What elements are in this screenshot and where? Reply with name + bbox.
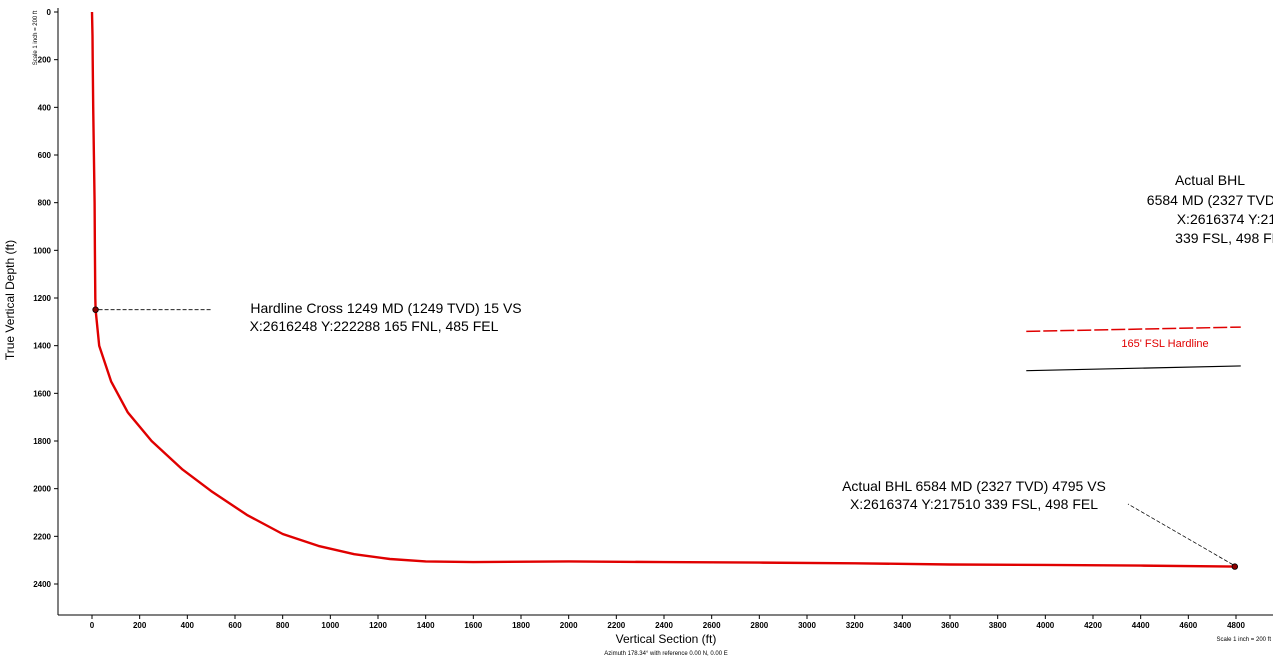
y-tick-label: 1200 [33,294,51,303]
x-tick-label: 1800 [512,621,530,630]
well-marker [92,306,99,313]
x-tick-label: 4800 [1227,621,1245,630]
y-tick-label: 2200 [33,532,51,541]
scale-label-bottom: Scale 1 inch = 200 ft [1216,637,1271,643]
x-tick-label: 3200 [846,621,864,630]
actual-bhl-block: Actual BHL 6584 MD (2327 TVD) 4795 VS X:… [1147,172,1273,246]
x-tick-label: 400 [181,621,195,630]
y-tick-label: 2000 [33,485,51,494]
x-tick-label: 200 [133,621,147,630]
y-tick-label: 200 [38,56,52,65]
x-tick-label: 600 [228,621,242,630]
x-tick-label: 2600 [703,621,721,630]
y-tick-label: 0 [47,8,52,17]
bhl-block-line3: X:2616374 Y:217510 [1177,211,1273,227]
hardline-cross-line1: Hardline Cross 1249 MD (1249 TVD) 15 VS [250,300,521,316]
chart-subtitle: Azimuth 178.34° with reference 0.00 N, 0… [604,651,727,657]
y-tick-label: 2400 [33,580,51,589]
y-tick-label: 1000 [33,246,51,255]
x-tick-label: 3600 [941,621,959,630]
y-tick-label: 1800 [33,437,51,446]
x-tick-label: 2800 [750,621,768,630]
annotation-leaders [98,309,1234,565]
series [90,11,1235,568]
x-tick-label: 800 [276,621,290,630]
x-tick-label: 4000 [1036,621,1054,630]
bhl-block-line4: 339 FSL, 498 FEL [1175,230,1273,246]
x-tick-label: 1400 [417,621,435,630]
actual-bhl-line2: X:2616374 Y:217510 339 FSL, 498 FEL [850,496,1098,512]
ticks: 0 200 400 600 800 1000 1200 1400 1600 1800 2000 220… [33,8,1245,630]
axes [57,8,1273,616]
x-tick-label: 4600 [1179,621,1197,630]
hardline-cross-annotation: Hardline Cross 1249 MD (1249 TVD) 15 VS … [250,300,522,334]
x-tick-label: 3800 [989,621,1007,630]
x-tick-label: 3400 [893,621,911,630]
x-tick-label: 0 [90,621,95,630]
x-tick-label: 1200 [369,621,387,630]
hardline-lines [1026,326,1241,372]
y-tick-label: 400 [38,103,52,112]
bhl-block-line2: 6584 MD (2327 TVD) 4795 VS [1147,192,1273,208]
hardline-label: 165' FSL Hardline [1121,338,1208,350]
x-tick-label: 3000 [798,621,816,630]
x-tick-label: 4200 [1084,621,1102,630]
actual-bhl-annotation: Actual BHL 6584 MD (2327 TVD) 4795 VS X:… [842,478,1106,512]
x-tick-label: 2000 [560,621,578,630]
x-tick-label: 1000 [321,621,339,630]
x-tick-label: 2400 [655,621,673,630]
y-tick-label: 1400 [33,342,51,351]
wellbore-path [90,11,1235,568]
lease-boundary-line [1026,365,1241,372]
actual-bhl-line1: Actual BHL 6584 MD (2327 TVD) 4795 VS [842,478,1106,494]
bhl-block-line1: Actual BHL [1175,172,1245,188]
y-tick-label: 1600 [33,389,51,398]
hardline-cross-line2: X:2616248 Y:222288 165 FNL, 485 FEL [250,318,499,334]
y-axis-title: True Vertical Depth (ft) [3,240,17,360]
x-tick-label: 4400 [1132,621,1150,630]
y-tick-label: 800 [38,199,52,208]
actual-bhl-leader [1127,503,1234,565]
well-marker [1231,563,1239,570]
hardline-dashed-line [1026,326,1241,333]
well-markers [92,306,1239,570]
scale-label-left: Scale 1 inch = 200 ft [33,10,39,65]
x-tick-label: 2200 [607,621,625,630]
x-tick-label: 1600 [464,621,482,630]
y-tick-label: 600 [38,151,52,160]
x-axis-title: Vertical Section (ft) [616,632,717,646]
